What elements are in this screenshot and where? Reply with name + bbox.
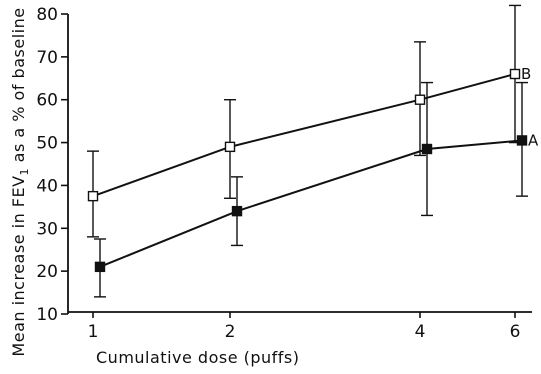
- series-end-label: B: [521, 65, 531, 83]
- y-axis-title: Mean increase in FEV1 as a % of baseline: [9, 7, 31, 356]
- data-point: [224, 141, 236, 153]
- y-axis-title-rest: as a % of baseline: [9, 7, 28, 168]
- data-point: [516, 135, 528, 146]
- x-axis-title: Cumulative dose (puffs): [96, 348, 300, 367]
- y-tick-label: 60: [36, 91, 58, 111]
- data-point: [87, 190, 99, 202]
- y-tick-label: 10: [36, 305, 58, 325]
- series-layer: BA: [87, 4, 539, 298]
- x-ticks: 1 2 4 6: [88, 312, 521, 342]
- series-line: [99, 139, 523, 268]
- data-point: [509, 68, 521, 80]
- data-point: [231, 205, 243, 217]
- x-tick-label: 2: [225, 322, 236, 342]
- y-axis-title-main: Mean increase in FEV: [9, 175, 28, 356]
- y-tick-label: 30: [36, 219, 58, 239]
- y-tick-label: 50: [36, 134, 58, 154]
- data-point: [414, 94, 426, 105]
- series-A: A: [94, 81, 539, 298]
- x-tick-label: 1: [88, 322, 99, 342]
- x-tick-label: 6: [510, 322, 521, 342]
- data-point: [94, 261, 106, 273]
- y-axis-title-subscript: 1: [18, 168, 31, 176]
- series-end-label: A: [528, 131, 539, 149]
- y-tick-label: 20: [36, 262, 58, 282]
- y-tick-label: 70: [36, 48, 58, 68]
- axes: [67, 14, 532, 314]
- x-tick-label: 4: [415, 322, 426, 342]
- y-tick-label: 40: [36, 176, 58, 196]
- data-point: [421, 143, 433, 155]
- y-ticks: 10 20 30 40 50 60 70 80: [36, 5, 68, 325]
- y-tick-label: 80: [36, 5, 58, 25]
- series-B: B: [87, 4, 531, 238]
- series-line: [92, 73, 516, 198]
